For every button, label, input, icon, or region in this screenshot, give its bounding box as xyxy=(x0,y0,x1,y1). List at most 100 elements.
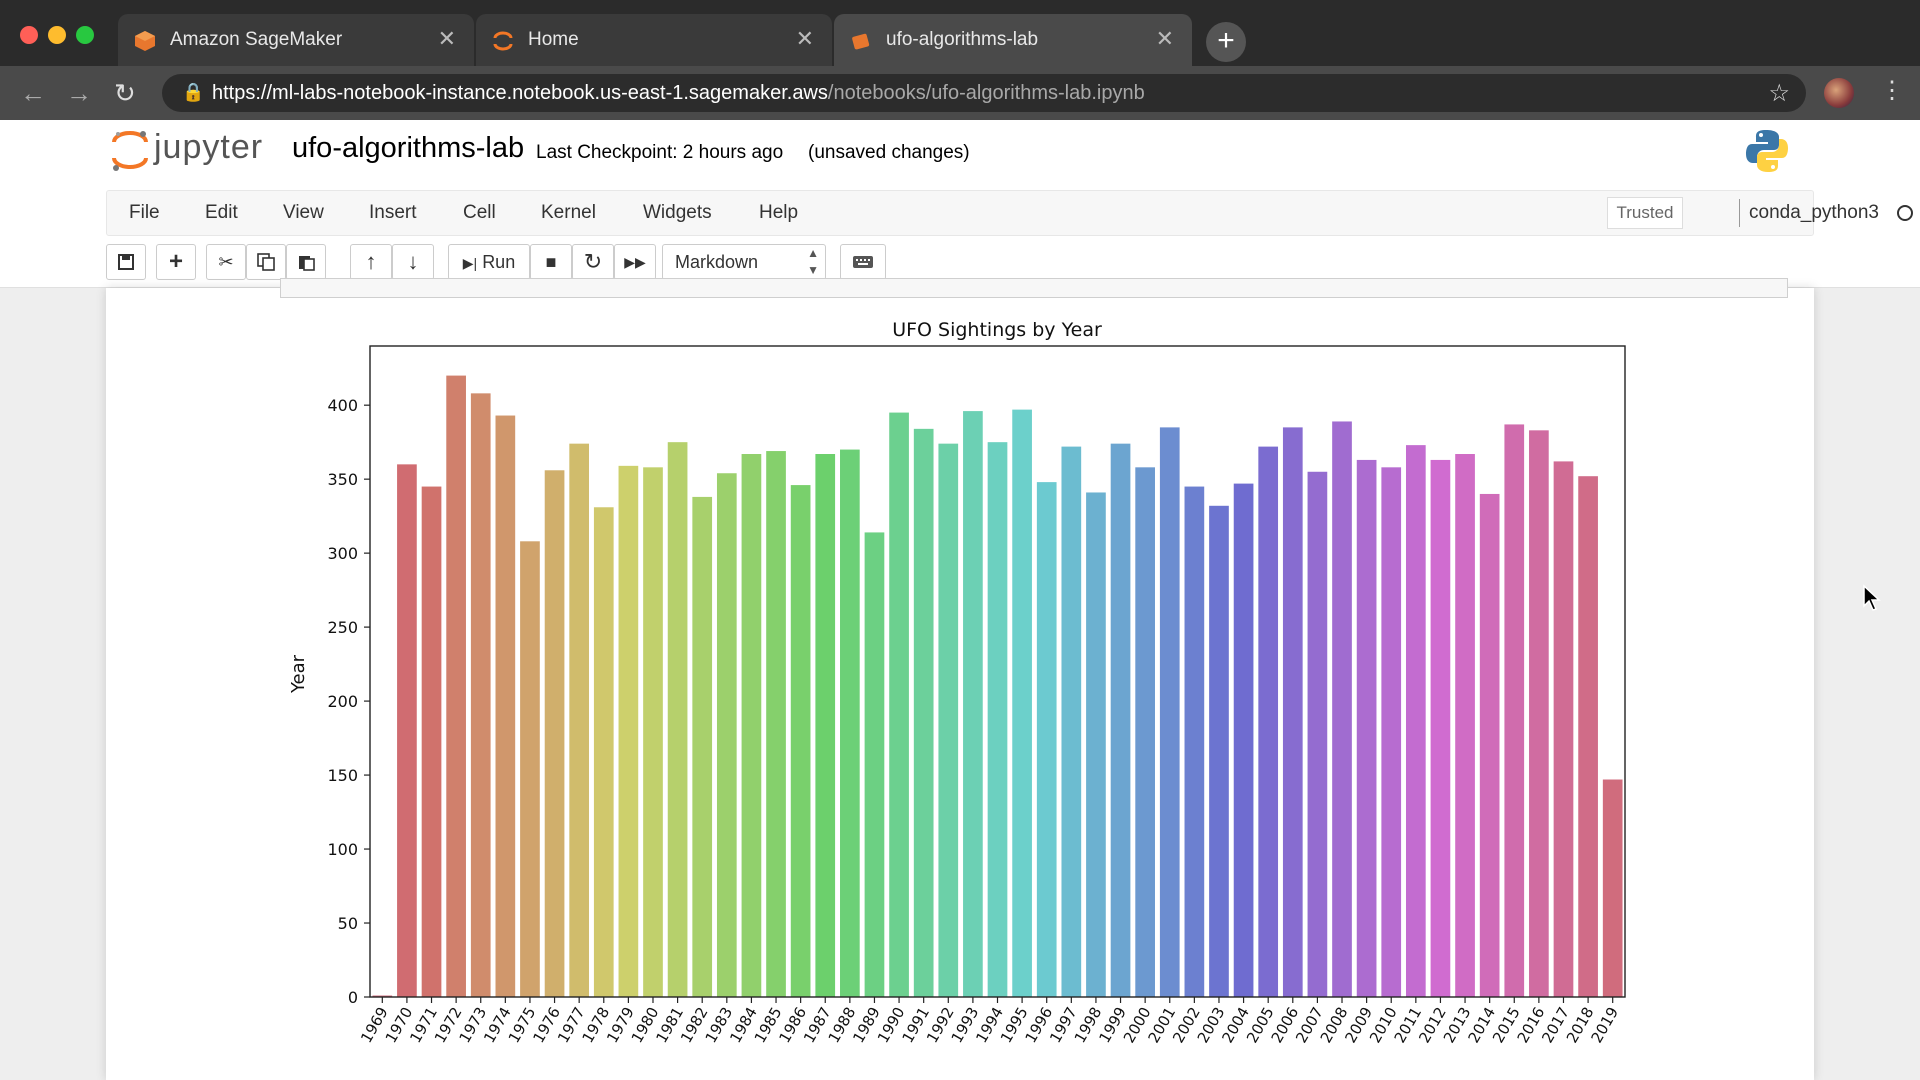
window-minimize-button[interactable] xyxy=(48,26,66,44)
jupyter-icon xyxy=(493,31,513,51)
move-down-button[interactable]: ↓ xyxy=(392,244,434,280)
new-tab-button[interactable]: + xyxy=(1206,22,1246,62)
bar-2006 xyxy=(1282,427,1303,998)
bar-1989 xyxy=(864,532,885,997)
step-forward-icon: ▶| xyxy=(462,255,478,271)
y-tick-label: 100 xyxy=(327,840,358,859)
paste-icon xyxy=(299,256,315,271)
bar-1996 xyxy=(1036,482,1057,997)
ufo-sightings-chart: UFO Sightings by Year Year 0 50 100 150 200 2… xyxy=(288,319,1626,1046)
jupyter-header: jupyter ufo-algorithms-lab Last Checkpoi… xyxy=(0,120,1920,288)
previous-code-cell[interactable] xyxy=(280,278,1788,298)
arrow-up-icon: ↑ xyxy=(365,249,377,274)
url-text[interactable]: https://ml-labs-notebook-instance.notebo… xyxy=(212,82,1145,104)
chart-title: UFO Sightings by Year xyxy=(892,319,1102,341)
run-button[interactable]: ▶| Run xyxy=(448,244,530,280)
interrupt-button[interactable]: ■ xyxy=(530,244,572,280)
browser-menu-icon[interactable]: ⋮ xyxy=(1880,77,1904,104)
close-icon[interactable]: ✕ xyxy=(795,26,814,51)
tab-title: Amazon SageMaker xyxy=(170,29,343,50)
bar-2014 xyxy=(1479,493,1500,997)
cell-type-select[interactable]: Markdown ▲ ▼ xyxy=(662,244,826,280)
notebook-name[interactable]: ufo-algorithms-lab xyxy=(292,132,525,164)
menu-view[interactable]: View xyxy=(283,202,324,223)
bar-1999 xyxy=(1110,443,1131,997)
menu-file[interactable]: File xyxy=(129,202,160,223)
keyboard-icon xyxy=(853,256,873,268)
menu-help[interactable]: Help xyxy=(759,202,799,223)
window-maximize-button[interactable] xyxy=(76,26,94,44)
bar-1982 xyxy=(692,496,713,997)
jupyter-logo-text: jupyter xyxy=(154,128,264,166)
run-label: Run xyxy=(482,252,516,272)
bar-1985 xyxy=(766,451,786,997)
bar-2002 xyxy=(1184,486,1205,997)
bar-2008 xyxy=(1332,421,1352,997)
reload-icon[interactable]: ↻ xyxy=(114,78,136,108)
y-axis-label: Year xyxy=(288,654,309,694)
close-icon[interactable]: ✕ xyxy=(1155,26,1174,51)
cut-button[interactable]: ✂ xyxy=(206,244,246,280)
bar-1972 xyxy=(446,375,466,998)
bar-2001 xyxy=(1159,427,1180,998)
bookmark-star-icon[interactable]: ☆ xyxy=(1768,80,1790,107)
y-tick-label: 200 xyxy=(327,692,358,711)
command-palette-button[interactable] xyxy=(840,244,886,280)
bar-1988 xyxy=(840,449,860,997)
kernel-idle-icon xyxy=(1897,205,1913,221)
close-icon[interactable]: ✕ xyxy=(437,26,456,51)
browser-tabbar: Amazon SageMaker ✕ Home ✕ ufo-algorithms… xyxy=(0,0,1920,66)
copy-button[interactable] xyxy=(246,244,286,280)
plot-frame xyxy=(369,345,1626,998)
tab-ufo-algorithms-lab[interactable]: ufo-algorithms-lab ✕ xyxy=(834,14,1192,66)
checkpoint-status: Last Checkpoint: 2 hours ago xyxy=(536,142,784,163)
back-arrow-icon[interactable]: ← xyxy=(20,78,46,108)
bar-2012 xyxy=(1430,459,1451,997)
browser-toolbar: ← → ↻ 🔒 https://ml-labs-notebook-instanc… xyxy=(0,66,1920,120)
y-tick-label: 50 xyxy=(338,914,358,933)
bar-1993 xyxy=(963,411,983,998)
jupyter-logo-icon[interactable] xyxy=(110,128,150,172)
profile-avatar[interactable] xyxy=(1824,78,1854,108)
move-up-button[interactable]: ↑ xyxy=(350,244,392,280)
menu-kernel[interactable]: Kernel xyxy=(541,202,596,223)
bar-1978 xyxy=(593,507,614,997)
y-tick-label: 0 xyxy=(348,988,358,1007)
save-button[interactable] xyxy=(106,244,146,280)
bar-1979 xyxy=(618,465,639,998)
bar-1980 xyxy=(643,467,663,997)
restart-run-all-button[interactable]: ▶▶ xyxy=(614,244,656,280)
address-bar[interactable]: 🔒 https://ml-labs-notebook-instance.note… xyxy=(162,74,1806,112)
bar-1991 xyxy=(913,428,934,998)
menu-widgets[interactable]: Widgets xyxy=(643,202,712,223)
bar-1992 xyxy=(938,443,959,997)
bar-1973 xyxy=(470,393,491,998)
notebook-container: UFO Sightings by Year Year 0 50 100 150 200 2… xyxy=(106,278,1814,1080)
restart-button[interactable]: ↻ xyxy=(572,244,614,280)
window-close-button[interactable] xyxy=(20,26,38,44)
forward-arrow-icon[interactable]: → xyxy=(66,78,92,108)
bar-1994 xyxy=(987,442,1008,997)
scissors-icon: ✂ xyxy=(218,252,234,272)
menu-cell[interactable]: Cell xyxy=(463,202,496,223)
tab-home[interactable]: Home ✕ xyxy=(476,14,832,66)
trusted-indicator[interactable]: Trusted xyxy=(1607,197,1683,229)
select-arrows-icon: ▲ ▼ xyxy=(807,246,819,277)
fast-forward-icon: ▶▶ xyxy=(624,254,646,270)
bar-2018 xyxy=(1578,476,1598,997)
kernel-name[interactable]: conda_python3 xyxy=(1749,202,1879,223)
menu-edit[interactable]: Edit xyxy=(205,202,238,223)
python-logo-icon xyxy=(1746,130,1788,172)
mouse-pointer-icon xyxy=(1863,584,1881,611)
insert-cell-button[interactable]: + xyxy=(156,244,196,280)
notebook-icon xyxy=(852,33,870,50)
bar-2016 xyxy=(1529,430,1549,997)
notebook-menubar: File Edit View Insert Cell Kernel Widget… xyxy=(106,190,1913,236)
y-tick-label: 400 xyxy=(327,396,358,415)
menu-insert[interactable]: Insert xyxy=(369,202,417,223)
tab-amazon-sagemaker[interactable]: Amazon SageMaker ✕ xyxy=(118,14,474,66)
kernel-divider xyxy=(1739,199,1740,227)
paste-button[interactable] xyxy=(286,244,326,280)
sagemaker-icon xyxy=(135,31,155,51)
bar-1984 xyxy=(741,454,762,997)
